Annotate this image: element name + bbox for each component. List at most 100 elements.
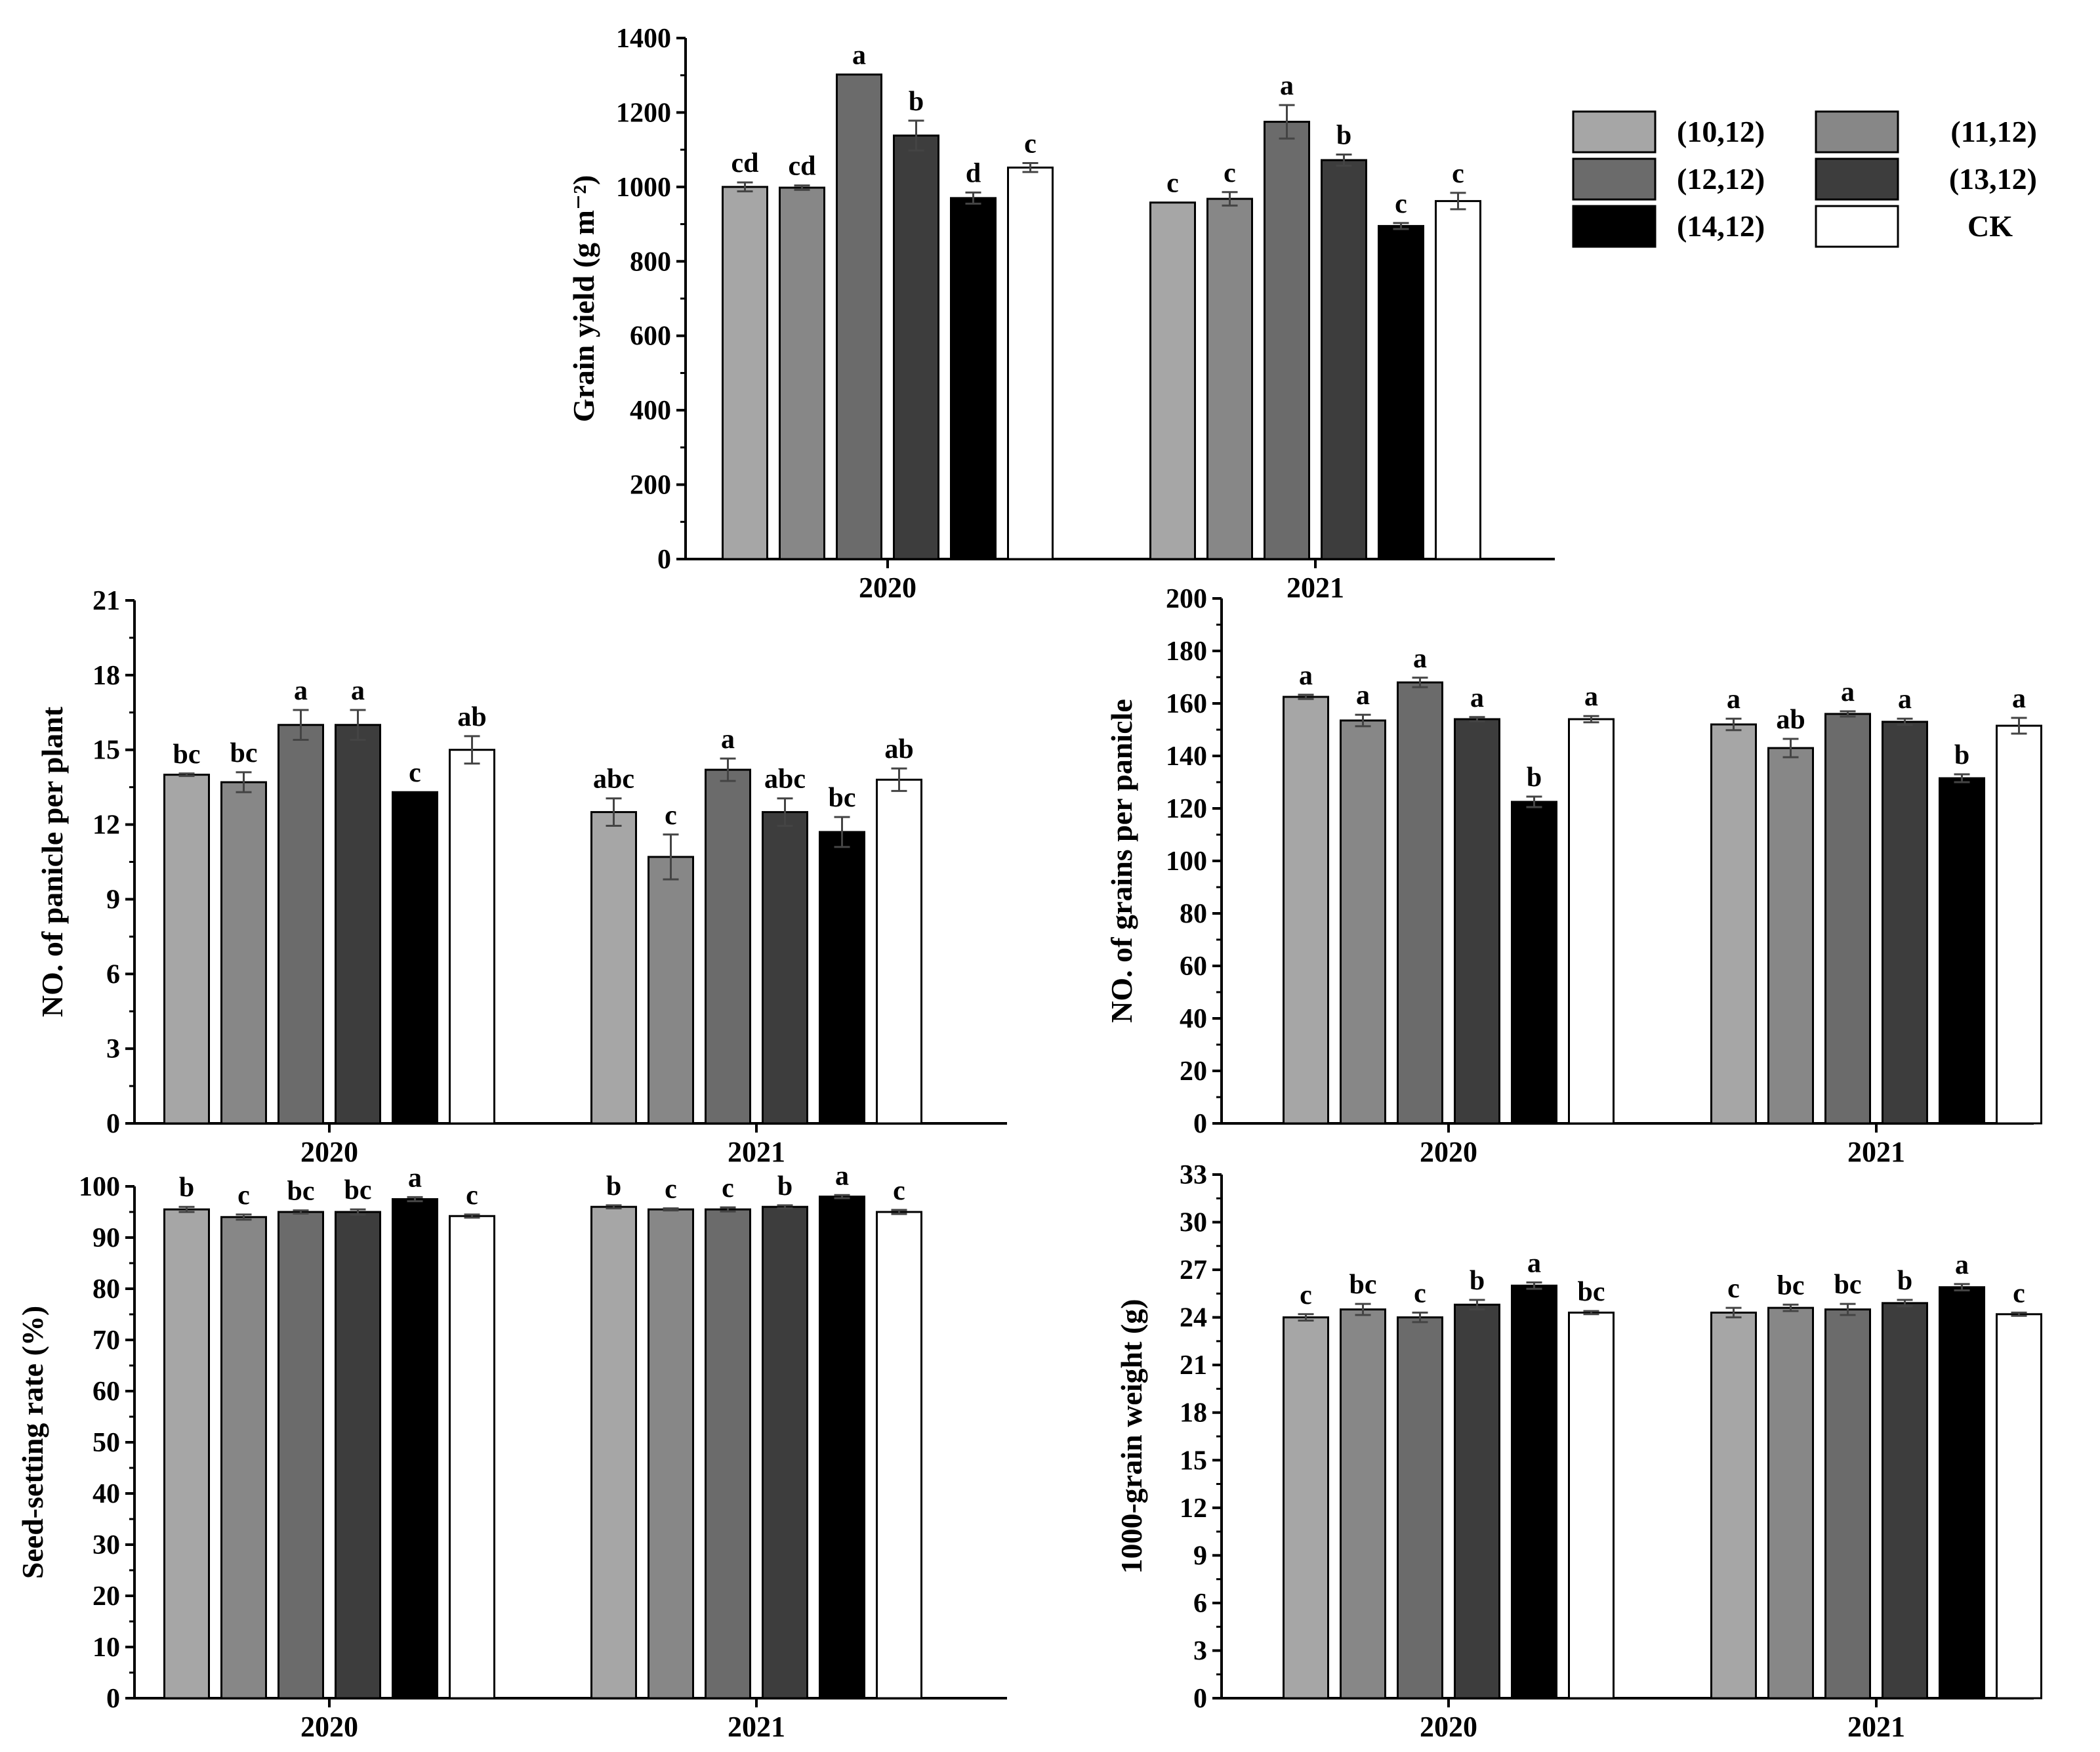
significance-label: cd bbox=[731, 148, 759, 178]
y-tick-label: 21 bbox=[1180, 1350, 1207, 1381]
y-tick-label: 33 bbox=[1180, 1160, 1207, 1190]
bar bbox=[876, 1211, 922, 1700]
y-tick-label: 40 bbox=[1180, 1004, 1207, 1034]
significance-label: c bbox=[893, 1176, 905, 1206]
significance-label: c bbox=[665, 1175, 677, 1205]
bar bbox=[1397, 1316, 1443, 1700]
y-tick-label: 800 bbox=[630, 247, 671, 277]
y-tick-label: 80 bbox=[1180, 899, 1207, 929]
significance-label: a bbox=[835, 1161, 849, 1191]
bar bbox=[1882, 1302, 1928, 1700]
significance-label: a bbox=[1280, 71, 1294, 101]
bar bbox=[163, 774, 210, 1125]
bar bbox=[1568, 718, 1615, 1125]
legend-label: (14,12) bbox=[1677, 209, 1765, 243]
significance-label: a bbox=[1299, 661, 1313, 691]
significance-label: b bbox=[1470, 1266, 1485, 1296]
bar bbox=[1283, 696, 1329, 1125]
bar bbox=[335, 724, 381, 1125]
significance-label: bc bbox=[173, 740, 201, 770]
bar bbox=[1824, 1308, 1871, 1700]
legend-item: (14,12) bbox=[1572, 205, 1765, 248]
legend-label: (11,12) bbox=[1950, 115, 2037, 148]
legend-swatch bbox=[1815, 205, 1899, 248]
x-category-label: 2021 bbox=[1847, 1711, 1905, 1743]
significance-label: abc bbox=[593, 764, 634, 795]
legend-label: (12,12) bbox=[1677, 162, 1765, 196]
y-tick-label: 0 bbox=[1193, 1684, 1207, 1714]
significance-label: c bbox=[1414, 1278, 1426, 1308]
legend-swatch bbox=[1572, 205, 1657, 248]
y-tick-label: 30 bbox=[93, 1530, 120, 1560]
significance-label: c bbox=[1166, 169, 1179, 199]
significance-label: c bbox=[722, 1173, 734, 1203]
legend-swatch bbox=[1815, 157, 1899, 201]
significance-label: a bbox=[1470, 683, 1484, 713]
bar bbox=[1568, 1311, 1615, 1700]
bar bbox=[779, 186, 825, 560]
x-category-label: 2020 bbox=[300, 1711, 358, 1743]
bar bbox=[449, 1215, 495, 1700]
y-tick-label: 70 bbox=[93, 1325, 120, 1356]
y-tick-label: 9 bbox=[106, 885, 120, 915]
significance-label: b bbox=[1527, 762, 1542, 793]
significance-label: b bbox=[777, 1171, 793, 1201]
bar bbox=[1939, 777, 1985, 1125]
y-tick-label: 90 bbox=[93, 1223, 120, 1253]
bar bbox=[1511, 801, 1557, 1125]
bar bbox=[1710, 723, 1757, 1125]
significance-label: c bbox=[1452, 159, 1464, 189]
bar bbox=[1996, 1313, 2042, 1700]
bar bbox=[449, 749, 495, 1125]
y-tick-label: 12 bbox=[93, 810, 120, 841]
significance-label: c bbox=[409, 758, 421, 788]
bar bbox=[1397, 681, 1443, 1125]
grain-yield-chart: 0 200 400 600 800 1000 1200 1400 Grain yield (g … bbox=[567, 24, 1555, 604]
y-tick-label: 0 bbox=[106, 1684, 120, 1714]
significance-label: a bbox=[852, 41, 866, 71]
bar bbox=[705, 768, 751, 1125]
y-tick-label: 30 bbox=[1180, 1208, 1207, 1238]
bar bbox=[220, 1216, 267, 1700]
significance-label: c bbox=[1727, 1274, 1740, 1304]
significance-label: c bbox=[1224, 158, 1236, 188]
bar bbox=[893, 135, 939, 560]
legend-item: (11,12) bbox=[1815, 110, 2037, 154]
y-tick-label: 0 bbox=[657, 545, 671, 575]
x-category-label: 2021 bbox=[1287, 572, 1344, 604]
y-tick-label: 18 bbox=[1180, 1398, 1207, 1429]
y-tick-label: 0 bbox=[106, 1109, 120, 1139]
y-tick-label: 1000 bbox=[616, 173, 671, 203]
y-tick-label: 3 bbox=[106, 1034, 120, 1064]
bar bbox=[648, 1208, 694, 1700]
y-tick-label: 160 bbox=[1166, 689, 1207, 719]
grains-per-panicle-chart: 0 20 40 60 80 100 120 140 160 180 200 NO. of grains… bbox=[1105, 584, 2042, 1168]
bar bbox=[278, 1211, 324, 1700]
bar bbox=[1454, 1303, 1500, 1700]
significance-label: a bbox=[1898, 684, 1912, 715]
x-category-label: 2021 bbox=[728, 1711, 785, 1743]
significance-label: bc bbox=[287, 1177, 315, 1207]
significance-label: c bbox=[466, 1180, 478, 1211]
y-tick-label: 15 bbox=[1180, 1446, 1207, 1476]
y-axis-label: 1000-grain weight (g) bbox=[1115, 1299, 1148, 1574]
y-tick-label: 1200 bbox=[616, 98, 671, 128]
bar bbox=[278, 724, 324, 1125]
y-tick-label: 3 bbox=[1193, 1636, 1207, 1666]
significance-label: ab bbox=[457, 702, 486, 732]
significance-label: a bbox=[1955, 1250, 1969, 1280]
y-tick-label: 6 bbox=[106, 959, 120, 990]
y-tick-label: 6 bbox=[1193, 1589, 1207, 1619]
significance-label: bc bbox=[1349, 1270, 1377, 1300]
legend-label: CK bbox=[1967, 209, 2013, 243]
significance-label: abc bbox=[764, 764, 806, 795]
legend-item: (12,12) bbox=[1572, 157, 1765, 201]
y-tick-label: 24 bbox=[1180, 1303, 1207, 1333]
significance-label: c bbox=[237, 1180, 250, 1211]
significance-label: a bbox=[1584, 682, 1598, 712]
y-tick-label: 140 bbox=[1166, 741, 1207, 772]
significance-label: c bbox=[2013, 1278, 2025, 1308]
y-tick-label: 60 bbox=[93, 1377, 120, 1407]
y-axis-label: NO. of panicle per plant bbox=[35, 706, 69, 1017]
bar bbox=[762, 811, 808, 1125]
